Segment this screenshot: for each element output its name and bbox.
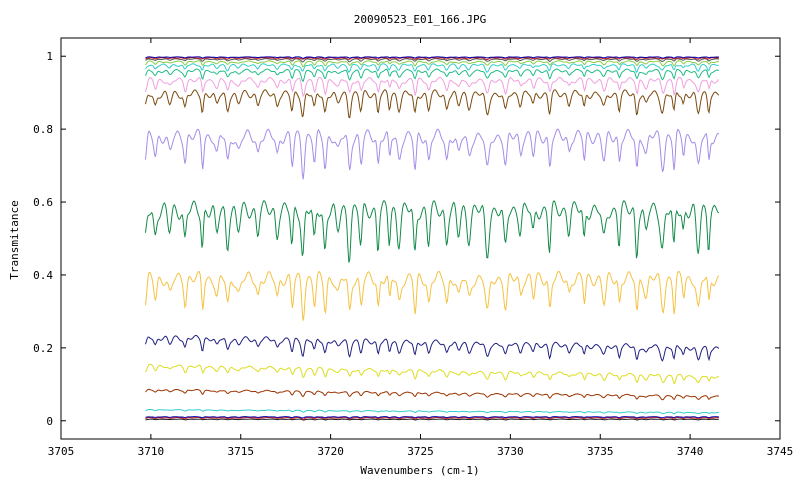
x-axis: 3705 3710 3715 3720 3725 3730 3735 3740 3745 (48, 38, 794, 458)
series-line-6 (145, 334, 720, 362)
series-line-12 (145, 68, 720, 83)
series-line-7 (144, 270, 720, 321)
y-tick-label: 0.8 (33, 123, 53, 136)
series-line-4 (145, 388, 719, 401)
series-line-2 (145, 416, 719, 419)
series-line-17 (145, 56, 719, 59)
series-line-15 (145, 58, 719, 63)
y-tick-label: 1 (46, 50, 53, 63)
series-line-13 (145, 63, 719, 74)
y-tick-label: 0.6 (33, 196, 53, 209)
series-line-9 (144, 128, 720, 180)
x-tick-label: 3740 (677, 445, 704, 458)
x-tick-label: 3735 (587, 445, 614, 458)
x-tick-label: 3725 (407, 445, 434, 458)
x-axis-label: Wavenumbers (cm-1) (360, 464, 479, 477)
x-tick-label: 3720 (317, 445, 344, 458)
series-line-8 (144, 199, 720, 263)
series-line-5 (145, 363, 720, 385)
x-tick-label: 3730 (497, 445, 524, 458)
series-line-11 (145, 76, 720, 98)
y-tick-label: 0.4 (33, 269, 53, 282)
x-tick-label: 3710 (138, 445, 165, 458)
series-line-0 (145, 418, 719, 421)
y-axis: 0 0.2 0.4 0.6 0.8 1 (33, 50, 780, 428)
series-line-14 (145, 60, 719, 68)
chart-title: 20090523_E01_166.JPG (354, 13, 486, 26)
series-layer (144, 56, 720, 421)
y-tick-label: 0.2 (33, 342, 53, 355)
x-tick-label: 3745 (767, 445, 794, 458)
x-tick-label: 3715 (228, 445, 255, 458)
series-line-1 (145, 416, 719, 420)
y-axis-label: Transmitance (8, 200, 21, 279)
series-line-10 (144, 89, 720, 119)
y-tick-label: 0 (46, 415, 53, 428)
x-tick-label: 3705 (48, 445, 75, 458)
series-line-3 (145, 408, 719, 415)
